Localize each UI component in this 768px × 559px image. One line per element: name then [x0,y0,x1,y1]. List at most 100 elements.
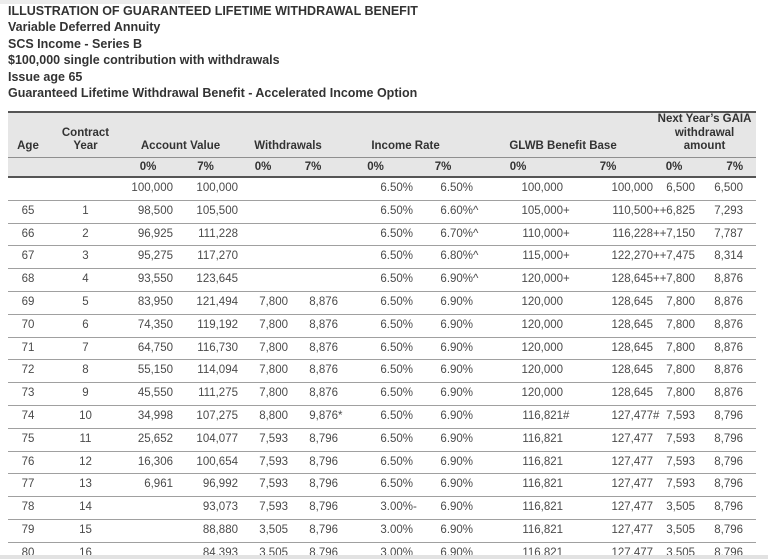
age-cell: 68 [8,268,48,292]
value-cell: 116,821 [473,451,564,475]
value-cell: 6.90% [413,519,474,543]
value-cell: 7,593 [653,473,696,498]
value-cell: 120,000+ [473,268,570,292]
value-cell: 8,876 [695,337,757,361]
value-cell: 6.90% [413,359,474,384]
value-cell: 105,500 [173,200,238,224]
value-cell: 6.50% [338,428,414,452]
value-cell: 6.50% [338,337,414,361]
age-cell: 75 [8,428,48,452]
value-cell: 34,998 [123,405,173,429]
value-cell: 116,821 [473,496,564,520]
col-group-withdrawals: Withdrawals [238,112,339,158]
value-cell: 127,477# [563,405,659,429]
value-cell [288,200,339,224]
value-cell: 127,477 [563,451,654,475]
table-row: 68 4 93,550 123,645 6.50% 6.90%^ 120,000+ 128,6… [8,268,757,292]
table-row: 65 1 98,500 105,500 6.50% 6.60%^ 105,000+ 110,5… [8,200,757,224]
value-cell: 7,593 [238,428,288,452]
value-cell: 6.50% [338,268,414,292]
col-group-account-value: Account Value [123,112,238,158]
value-cell: 6.90% [413,451,474,475]
value-cell: 7,800 [653,359,696,384]
value-cell: 110,500++ [563,200,666,224]
value-cell: 6.90% [413,314,474,338]
table-row: 78 14 93,073 7,593 8,796 3.00%- 6.90% 116,821 12… [8,496,757,520]
value-cell: 116,821 [473,519,564,543]
value-cell: 88,880 [173,519,238,543]
value-cell: 111,275 [173,382,238,406]
table-header: Age Contract Year Account Value Withdraw… [8,112,757,178]
value-cell: 8,876 [695,268,757,292]
page-title: ILLUSTRATION OF GUARANTEED LIFETIME WITH… [8,4,418,18]
value-cell [288,268,339,292]
value-cell: 8,796 [695,473,757,498]
glwb-illustration-table: Age Contract Year Account Value Withdraw… [8,111,757,559]
value-cell: 123,645 [173,268,238,292]
contract-year-cell: 12 [48,451,123,475]
contract-year-cell: 1 [48,200,123,224]
value-cell: 121,494 [173,291,238,315]
value-cell: 98,500 [123,200,173,224]
contract-year-cell: 3 [48,245,123,270]
value-cell: 7,800 [238,359,288,384]
value-cell: 100,000 [563,176,654,201]
value-cell [123,496,173,520]
contract-year-cell: 15 [48,519,123,543]
value-cell: 7,293 [695,200,757,224]
value-cell: 3.00% [338,519,414,543]
table-row: 70 6 74,350 119,192 7,800 8,876 6.50% 6.90% 120,… [8,314,757,338]
value-cell: 6.90%^ [413,268,478,292]
value-cell: 6.90% [413,496,474,520]
value-cell: 93,073 [173,496,238,520]
table-row: 72 8 55,150 114,094 7,800 8,876 6.50% 6.90% 120,… [8,359,757,384]
contract-year-cell: 14 [48,496,123,520]
contract-year-cell: 13 [48,473,123,498]
subheader-blank [8,157,48,178]
contract-year-cell: 2 [48,223,123,247]
age-cell: 69 [8,291,48,315]
value-cell: 119,192 [173,314,238,338]
col-header-contract-year: Contract Year [48,112,123,158]
subheader-withdrawals-0: 0% [238,157,288,178]
subheader-glwb-base-7: 7% [563,157,654,178]
value-cell [238,223,288,247]
contract-year-cell: 9 [48,382,123,406]
value-cell: 6.90% [413,473,474,498]
col-group-next-year-gaia: Next Year’s GAIA withdrawal amount [653,112,757,158]
contract-year-cell: 6 [48,314,123,338]
value-cell: 100,000 [473,176,564,201]
value-cell: 120,000 [473,359,564,384]
table-row: 74 10 34,998 107,275 8,800 9,876* 6.50% 6.90% 11… [8,405,757,429]
table-row: 71 7 64,750 116,730 7,800 8,876 6.50% 6.90% 120,… [8,337,757,361]
document-header: ILLUSTRATION OF GUARANTEED LIFETIME WITH… [0,0,768,101]
table-body: 100,000 100,000 6.50% 6.50% 100,000 100,000 6,… [8,176,757,559]
value-cell: 6,500 [695,176,757,201]
table-row: 77 13 6,961 96,992 7,593 8,796 6.50% 6.90% 116,8… [8,473,757,498]
value-cell: 3,505 [238,519,288,543]
value-cell: 8,876 [288,382,339,406]
value-cell: 128,645 [563,314,654,338]
contract-year-cell [48,176,123,201]
contract-year-cell: 7 [48,337,123,361]
age-cell: 78 [8,496,48,520]
value-cell: 6.50% [338,473,414,498]
value-cell: 8,796 [288,496,339,520]
value-cell: 8,876 [288,337,339,361]
value-cell: 6.90% [413,337,474,361]
value-cell: 8,876 [695,291,757,315]
value-cell: 9,876* [288,405,343,429]
contract-year-cell: 8 [48,359,123,384]
value-cell: 6,500 [653,176,696,201]
value-cell [238,245,288,270]
value-cell: 120,000 [473,337,564,361]
value-cell: 6.50% [338,451,414,475]
product-series-line: SCS Income - Series B [8,36,143,51]
col-header-age: Age [8,112,48,158]
value-cell: 7,593 [238,473,288,498]
value-cell: 7,800 [653,337,696,361]
value-cell: 7,593 [653,451,696,475]
age-cell: 76 [8,451,48,475]
value-cell: 100,000 [123,176,173,201]
value-cell: 116,821 [473,428,564,452]
